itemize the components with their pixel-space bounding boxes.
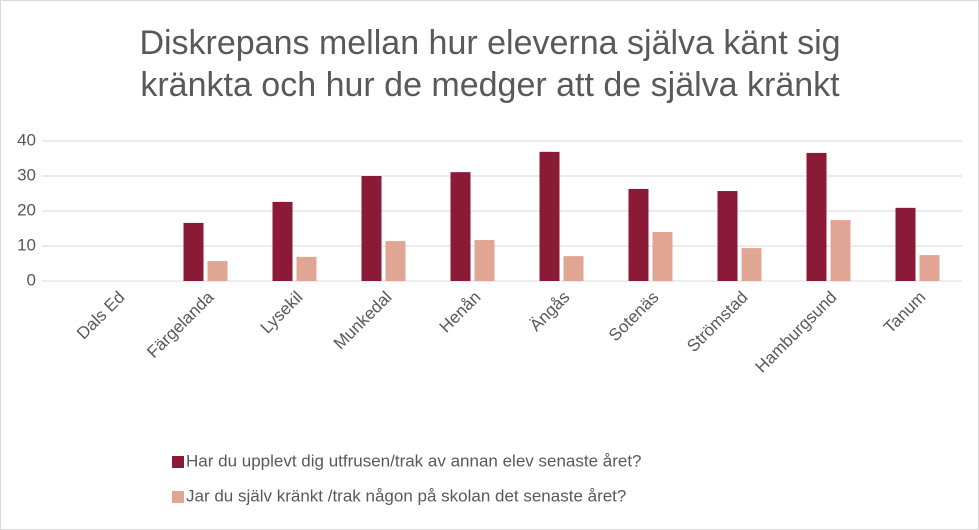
bar — [539, 151, 560, 281]
bar — [450, 172, 471, 281]
x-tick-label: Hamburgsund — [752, 288, 841, 377]
bar — [183, 222, 204, 281]
bar — [919, 255, 940, 281]
y-tick-label: 0 — [27, 270, 36, 289]
x-tick-label: Henån — [436, 288, 485, 337]
bar — [272, 201, 293, 281]
x-tick-label: Sotenäs — [605, 288, 663, 346]
x-tick-label: Tanum — [880, 288, 930, 338]
bar — [741, 248, 762, 281]
bar — [563, 256, 584, 281]
bar — [806, 152, 827, 281]
bar — [361, 176, 382, 281]
bar — [385, 241, 406, 281]
bar — [652, 232, 673, 281]
bar — [296, 256, 317, 281]
x-tick-label: Ängås — [526, 288, 574, 336]
x-tick-label: Munkedal — [330, 288, 396, 354]
legend-label: Har du upplevt dig utfrusen/trak av anna… — [186, 451, 642, 470]
legend-swatch — [172, 456, 184, 468]
bar — [830, 220, 851, 281]
y-tick-label: 10 — [17, 235, 36, 254]
y-tick-label: 40 — [17, 130, 36, 149]
bar — [628, 188, 649, 281]
legend-swatch — [172, 491, 184, 503]
bar — [895, 207, 916, 281]
x-tick-label: Strömstad — [683, 288, 751, 356]
x-tick-label: Färgelanda — [143, 287, 218, 362]
x-tick-label: Lysekil — [257, 288, 307, 338]
legend-label: Jar du själv kränkt /trak någon på skola… — [186, 486, 626, 505]
y-tick-label: 20 — [17, 200, 36, 219]
bar — [717, 191, 738, 281]
x-tick-label: Dals Ed — [73, 288, 129, 344]
y-tick-label: 30 — [17, 165, 36, 184]
chart-title: Diskrepans mellan hur eleverna själva kä… — [139, 24, 841, 104]
bar — [207, 261, 228, 281]
bar — [474, 240, 495, 281]
